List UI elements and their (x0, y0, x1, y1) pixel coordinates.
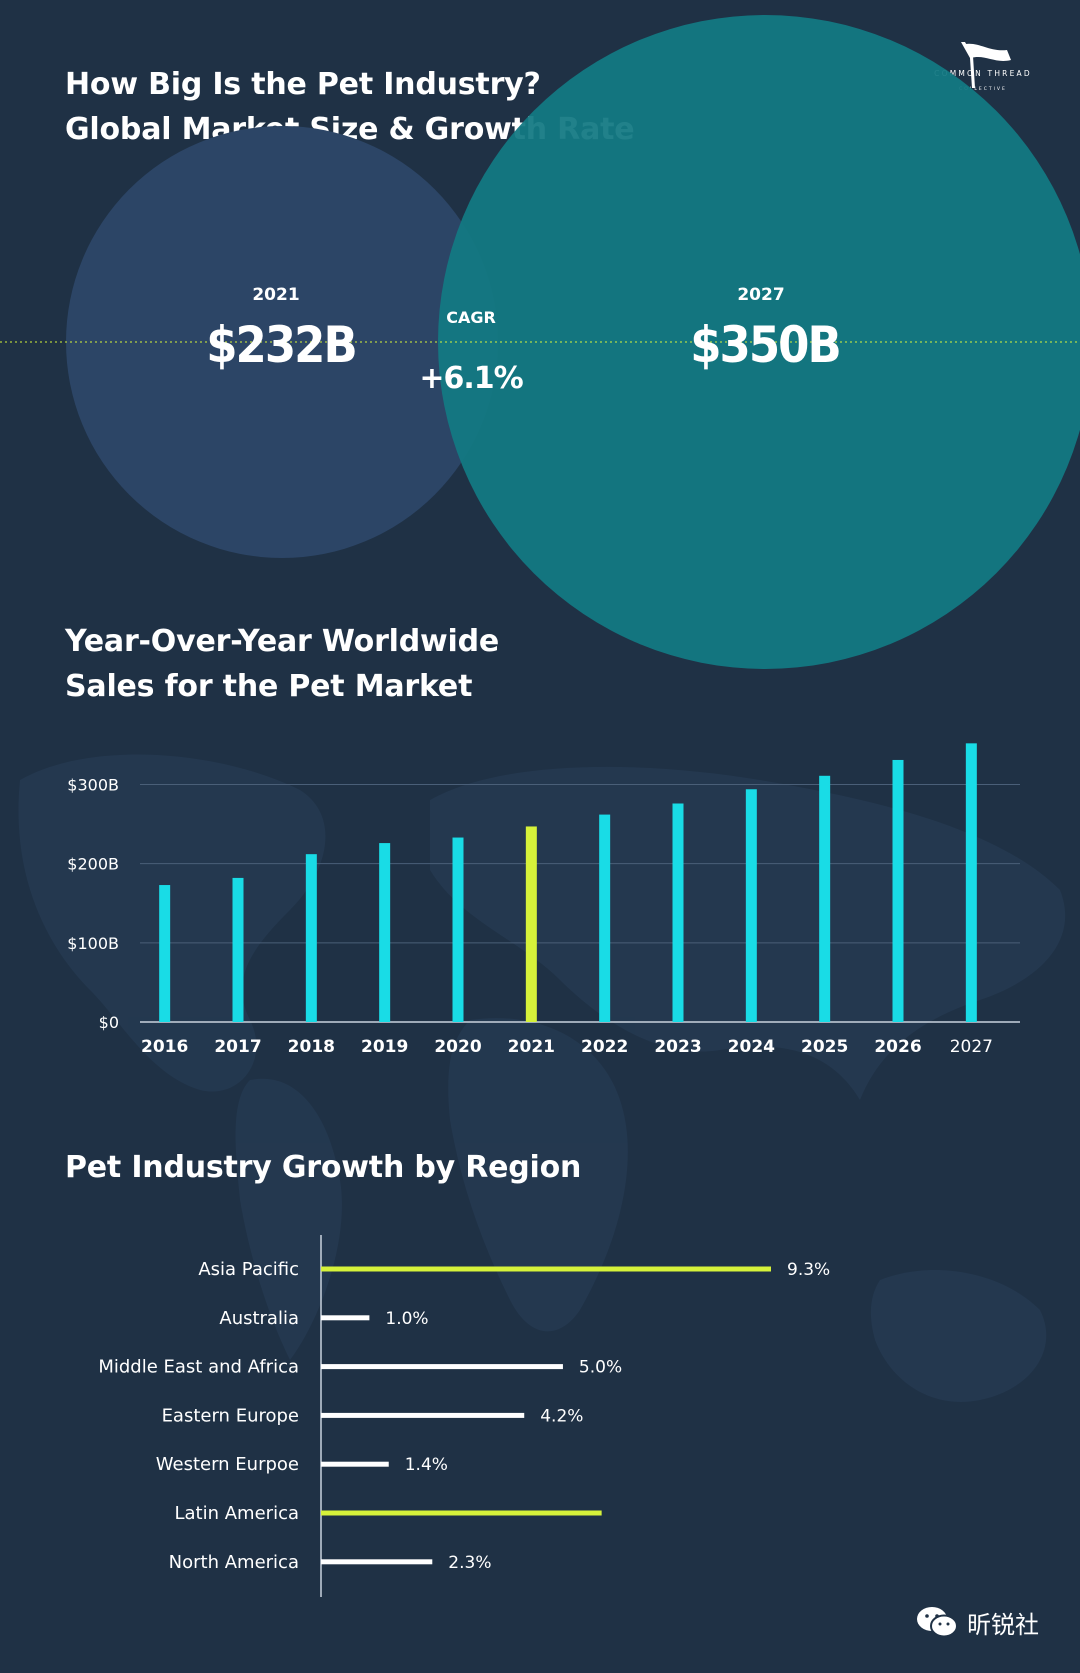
x-tick-label: 2021 (508, 1037, 555, 1057)
world-map-background (18, 754, 1066, 1402)
region-value-label: 1.4% (405, 1455, 448, 1475)
region-label: Western Eurpoe (156, 1454, 299, 1475)
region-label: North America (169, 1552, 299, 1573)
x-tick-label: 2016 (141, 1037, 188, 1057)
x-tick-label: 2024 (728, 1037, 775, 1057)
bar-2022 (599, 814, 611, 1022)
watermark-text: 昕锐社 (967, 1610, 1039, 1639)
y-tick-label: $100B (67, 934, 119, 953)
x-tick-label: 2019 (361, 1037, 408, 1057)
x-tick-label: 2017 (214, 1037, 261, 1057)
region-label: Middle East and Africa (98, 1357, 299, 1378)
bubble-right-year: 2027 (737, 285, 784, 305)
x-tick-label: 2027 (950, 1037, 993, 1057)
bar-2023 (672, 803, 684, 1022)
bubble-right-value: $350B (690, 316, 839, 374)
region-bar (321, 1461, 389, 1467)
region-bar (321, 1315, 370, 1321)
brand-tagline: COLLECTIVE (959, 86, 1007, 92)
wechat-icon (917, 1607, 958, 1638)
bubble-left-value: $232B (206, 316, 355, 374)
x-tick-label: 2023 (654, 1037, 701, 1057)
yoy-sales-heading-line2: Sales for the Pet Market (65, 669, 473, 704)
region-label: Asia Pacific (198, 1259, 299, 1280)
region-bar (321, 1266, 771, 1272)
bar-2024 (745, 789, 757, 1022)
region-value-label: 9.3% (787, 1260, 830, 1280)
region-value-label: 5.0% (579, 1358, 622, 1378)
region-growth-bar-chart: Asia Pacific 9.3% Australia 1.0% Middle East… (98, 1235, 830, 1597)
market-size-heading-line1: How Big Is the Pet Industry? (65, 67, 541, 102)
watermark: 昕锐社 (915, 1602, 1039, 1642)
y-tick-label: $200B (67, 855, 119, 874)
region-bar (321, 1412, 525, 1418)
region-label: Eastern Europe (162, 1405, 299, 1426)
bar-2019 (379, 843, 391, 1022)
bar-2021 (525, 826, 537, 1022)
yoy-sales-heading-line1: Year-Over-Year Worldwide (65, 624, 500, 659)
cagr-label: CAGR (446, 308, 496, 327)
region-value-label: 1.0% (385, 1309, 428, 1329)
region-bar (321, 1510, 602, 1516)
market-size-bubbles: 2021 $232B CAGR +6.1% 2027 $350B (0, 15, 1080, 669)
region-growth-heading: Pet Industry Growth by Region (65, 1150, 582, 1185)
bar-2017 (232, 877, 244, 1022)
bar-2016 (159, 885, 171, 1022)
region-value-label: 4.2% (540, 1406, 583, 1426)
brand-name: COMMON THREAD (934, 69, 1032, 78)
x-tick-label: 2026 (874, 1037, 921, 1057)
y-tick-label: $300B (67, 776, 119, 795)
x-tick-label: 2025 (801, 1037, 848, 1057)
region-label: Australia (219, 1308, 299, 1329)
yoy-sales-heading: Year-Over-Year Worldwide Sales for the P… (65, 619, 499, 709)
region-label: Latin America (175, 1503, 300, 1524)
bar-2027 (965, 743, 977, 1022)
x-tick-label: 2020 (434, 1037, 481, 1057)
x-tick-label: 2022 (581, 1037, 628, 1057)
bubble-left-year: 2021 (252, 285, 299, 305)
bar-2018 (305, 854, 317, 1022)
flag-icon (965, 43, 1011, 61)
region-value-label: 2.3% (448, 1553, 491, 1573)
region-bar (321, 1559, 433, 1565)
region-bar (321, 1364, 563, 1370)
yoy-sales-bar-chart: $0 $100B $200B $300B 2016 2017 2018 2019 2020 202… (67, 743, 1020, 1057)
x-tick-label: 2018 (288, 1037, 335, 1057)
common-thread-logo: COMMON THREAD COLLECTIVE (934, 42, 1032, 92)
bar-2020 (452, 837, 464, 1022)
bubble-2027 (438, 15, 1080, 669)
bar-2025 (819, 775, 831, 1022)
cagr-value: +6.1% (419, 361, 523, 396)
y-tick-label: $0 (99, 1013, 119, 1032)
bar-2026 (892, 759, 904, 1022)
